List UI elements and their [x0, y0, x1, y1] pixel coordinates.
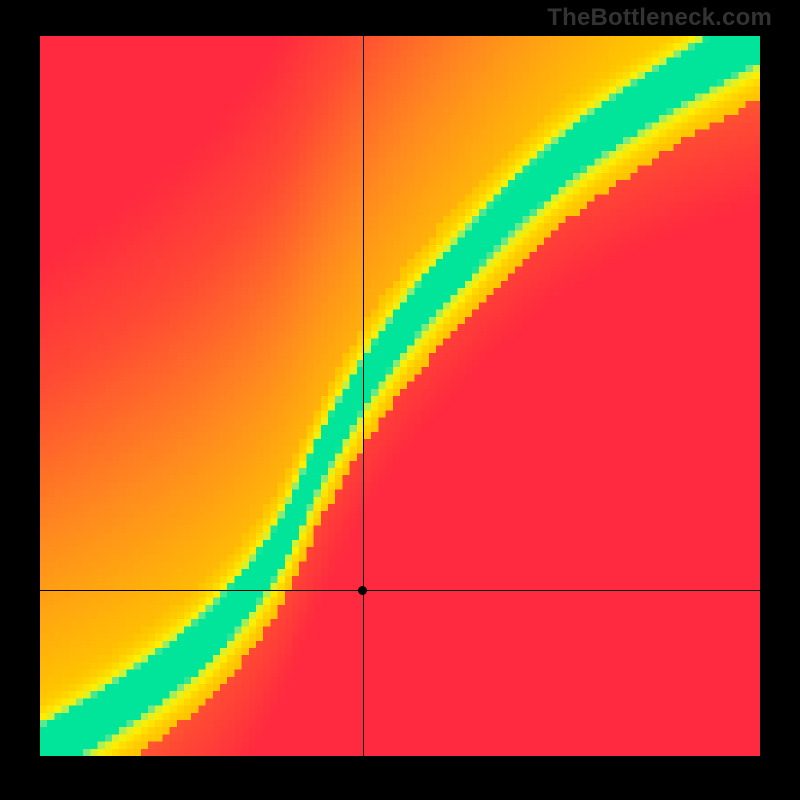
crosshair-marker	[358, 586, 367, 595]
watermark-text: TheBottleneck.com	[547, 4, 772, 32]
bottleneck-heatmap	[40, 36, 760, 756]
crosshair-vertical	[363, 36, 364, 756]
chart-root: TheBottleneck.com	[0, 0, 800, 800]
crosshair-horizontal	[40, 590, 760, 591]
